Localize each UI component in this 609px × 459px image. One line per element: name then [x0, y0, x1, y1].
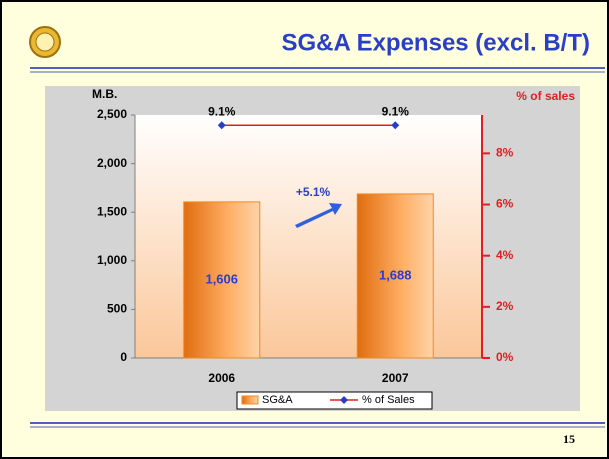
- growth-annotation: +5.1%: [296, 185, 331, 199]
- y-tick-label: 2,500: [97, 107, 127, 121]
- y-tick-label: 1,500: [97, 204, 127, 218]
- x-tick-label: 2007: [382, 371, 409, 385]
- bar: [183, 201, 261, 359]
- page-number: 15: [563, 432, 575, 446]
- line-value-label: 9.1%: [208, 104, 236, 118]
- slide-title: SG&A Expenses (excl. B/T): [281, 29, 590, 56]
- bar: [356, 193, 434, 359]
- bar-value-label: 1,606: [205, 271, 238, 286]
- y-tick-label: 2,000: [97, 156, 127, 170]
- x-tick-label: 2006: [208, 371, 235, 385]
- y2-axis-label: % of sales: [516, 89, 575, 103]
- y2-tick-label: 4%: [496, 248, 514, 262]
- y2-tick-label: 0%: [496, 350, 514, 364]
- y2-tick-label: 2%: [496, 299, 514, 313]
- legend-marker: [340, 396, 348, 404]
- y-tick-label: 500: [107, 302, 127, 316]
- legend-label: % of Sales: [362, 394, 415, 406]
- legend-swatch: [241, 395, 259, 405]
- line-marker: [217, 121, 226, 130]
- y2-tick-label: 8%: [496, 146, 514, 160]
- legend-label: SG&A: [262, 394, 293, 406]
- logo: [29, 26, 61, 58]
- y-axis-label: M.B.: [92, 87, 117, 101]
- y2-tick-label: 6%: [496, 197, 514, 211]
- growth-arrow: [295, 203, 342, 228]
- line-marker: [391, 121, 400, 130]
- y-tick-label: 0: [120, 350, 127, 364]
- bar-value-label: 1,688: [379, 267, 412, 282]
- line-value-label: 9.1%: [382, 104, 410, 118]
- y-tick-label: 1,000: [97, 253, 127, 267]
